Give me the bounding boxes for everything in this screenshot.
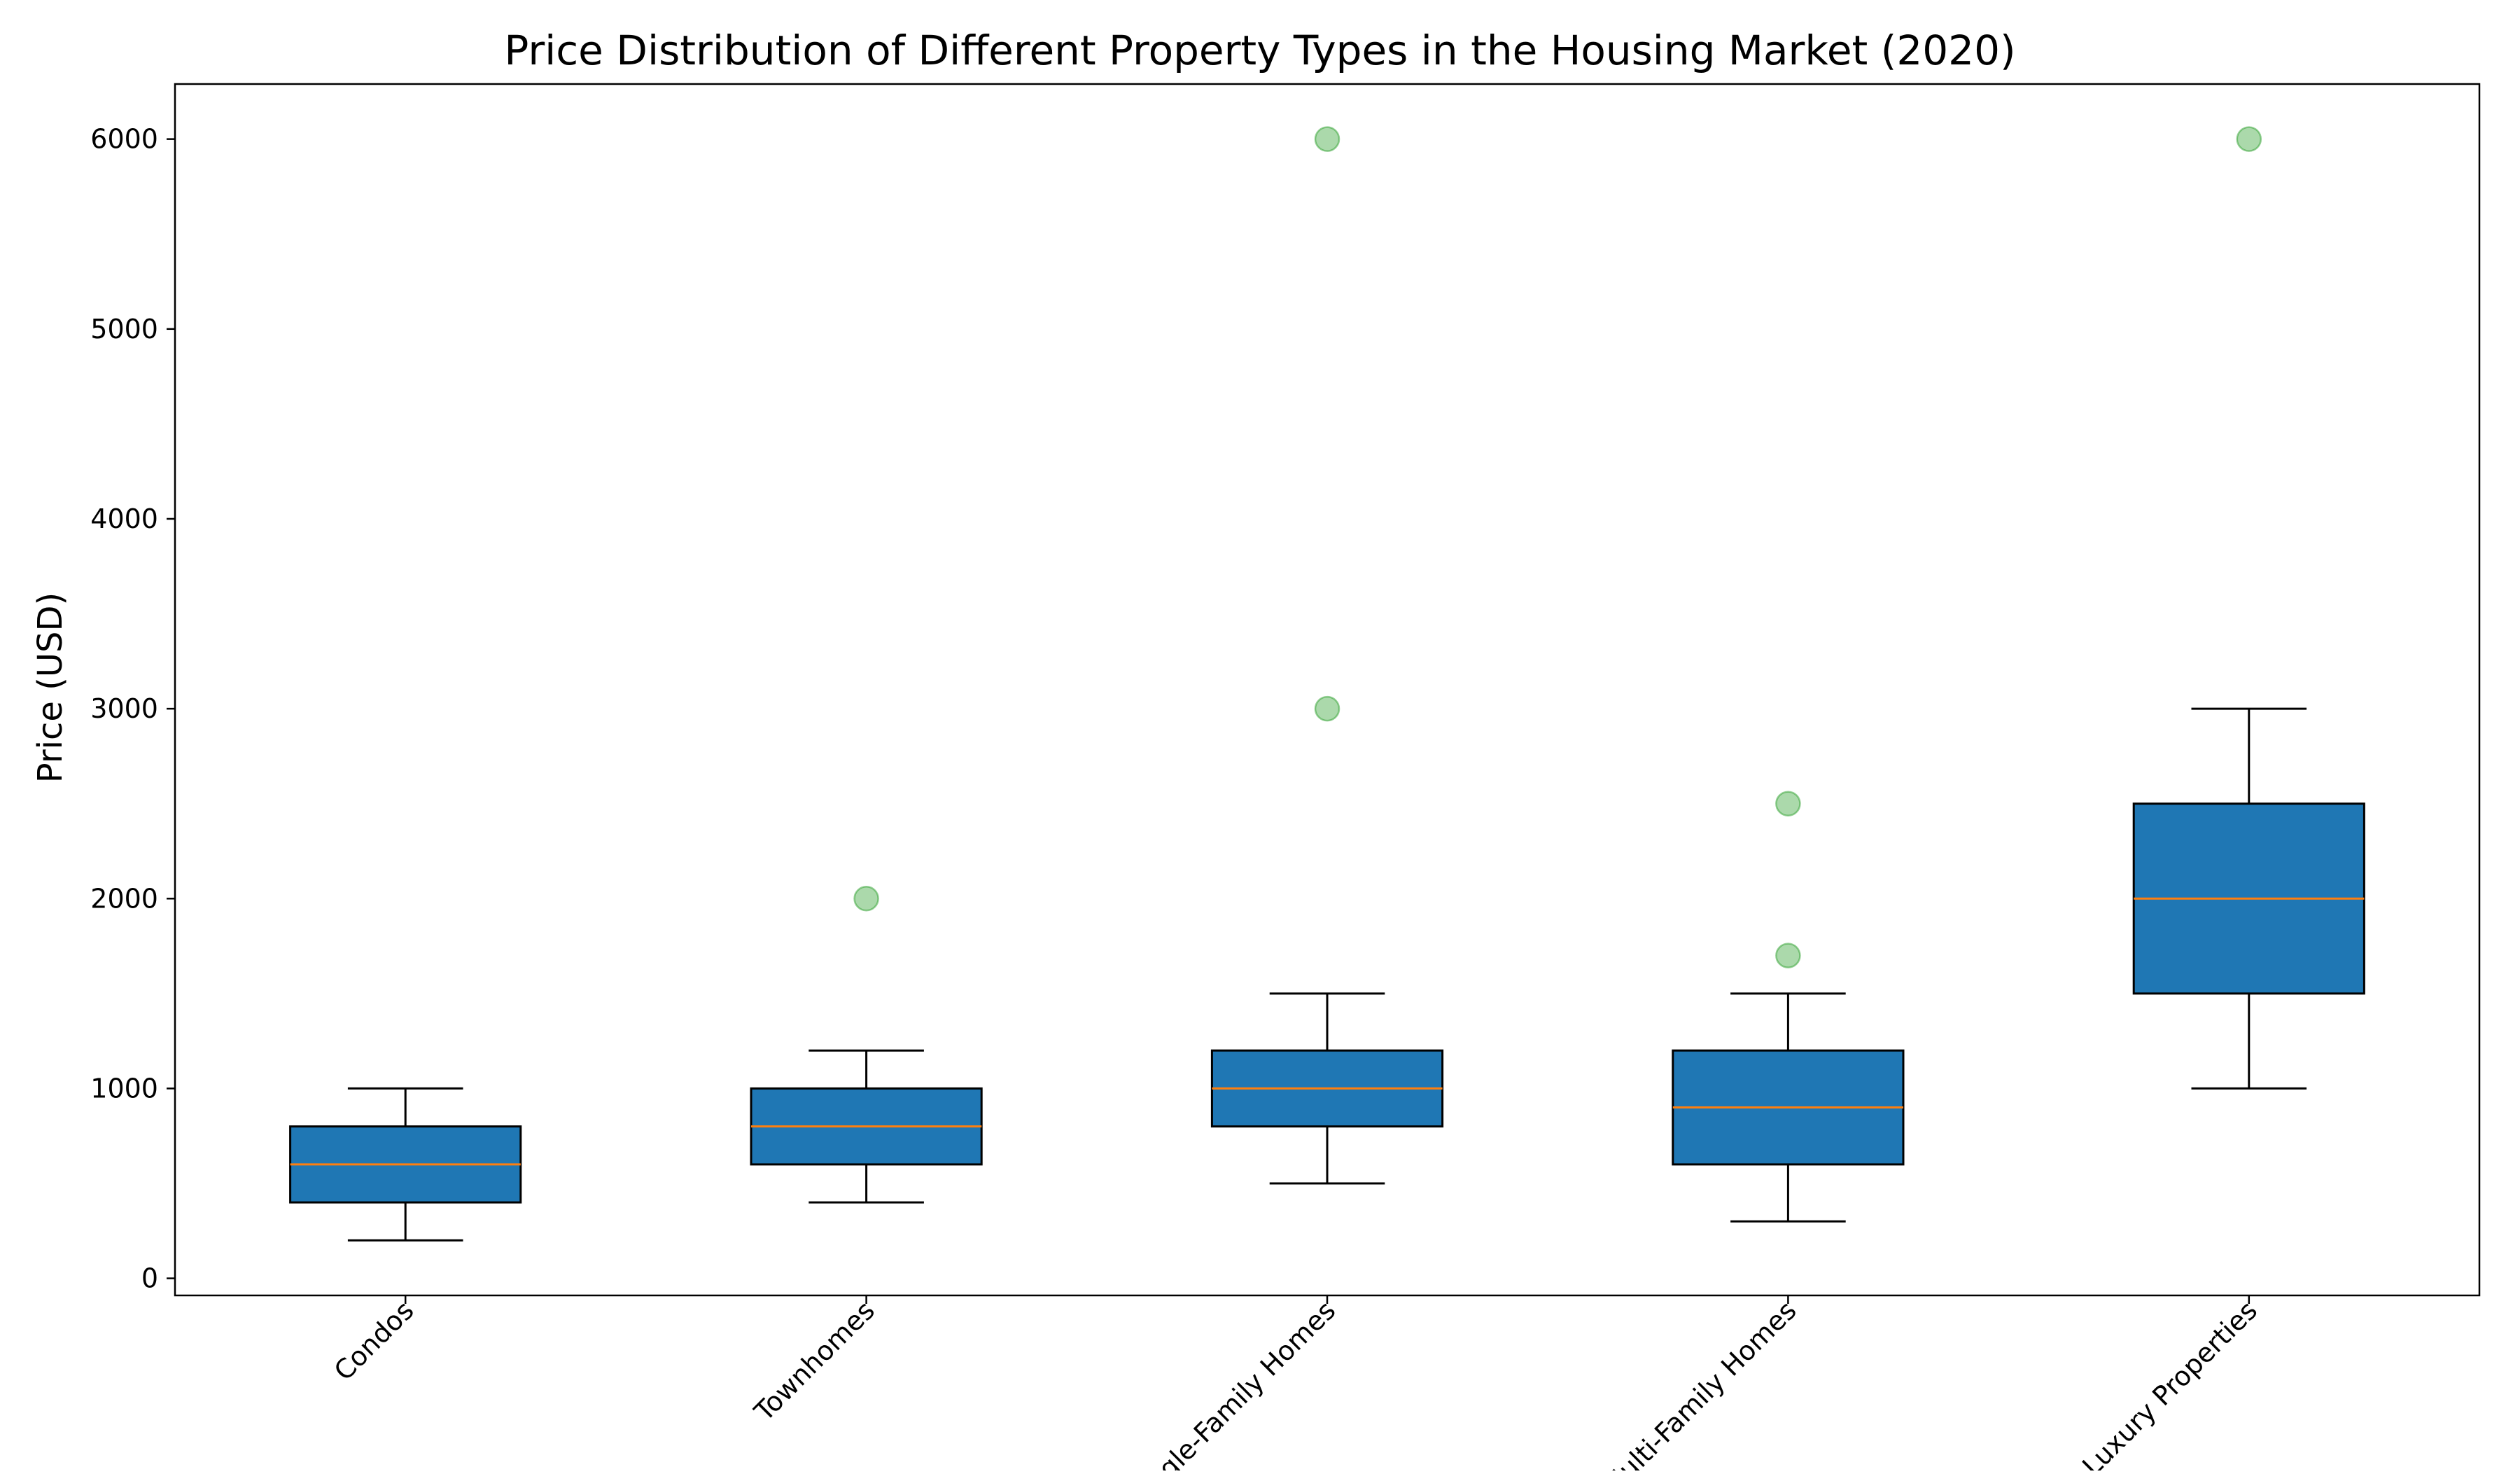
y-tick-label: 6000 xyxy=(90,124,158,155)
outlier-point xyxy=(2236,126,2262,152)
chart-title: Price Distribution of Different Property… xyxy=(504,27,2015,74)
y-tick-label: 0 xyxy=(141,1263,158,1294)
y-tick-label: 2000 xyxy=(90,883,158,914)
plot-area: 0 1000 2000 3000 4000 5000 6000 Condos Townhomes… xyxy=(90,83,2481,1474)
x-tick-label: Multi-Family Homes xyxy=(1596,1295,1802,1470)
y-axis-label: Price (USD) xyxy=(31,592,70,783)
outlier-point xyxy=(1775,943,1801,968)
x-tick-label: Condos xyxy=(328,1295,420,1386)
x-tick-label: Townhomes xyxy=(748,1295,881,1427)
y-tick-label: 1000 xyxy=(90,1073,158,1104)
outlier-point xyxy=(853,886,879,912)
x-tick-label: Luxury Properties xyxy=(2076,1295,2263,1470)
outlier-point xyxy=(1314,695,1340,722)
y-tick-label: 5000 xyxy=(90,314,158,345)
outlier-point xyxy=(1314,126,1340,152)
y-tick-label: 3000 xyxy=(90,693,158,724)
y-tick-label: 4000 xyxy=(90,503,158,534)
outlier-point xyxy=(1775,791,1801,816)
x-tick-label: Single-Family Homes xyxy=(1124,1295,1342,1470)
